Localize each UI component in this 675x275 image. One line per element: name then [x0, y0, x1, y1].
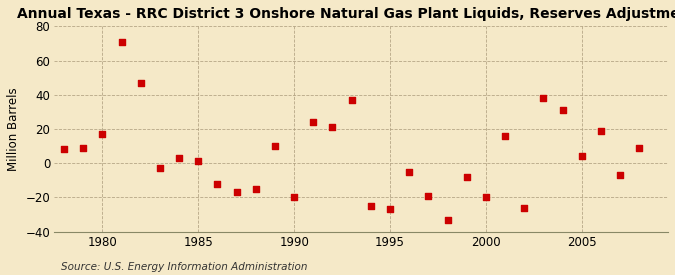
- Point: [615, 173, 626, 177]
- Point: [289, 195, 300, 200]
- Point: [404, 170, 414, 174]
- Point: [212, 182, 223, 186]
- Point: [423, 194, 434, 198]
- Point: [250, 187, 261, 191]
- Point: [173, 156, 184, 160]
- Point: [327, 125, 338, 130]
- Point: [385, 207, 396, 211]
- Text: Source: U.S. Energy Information Administration: Source: U.S. Energy Information Administ…: [61, 262, 307, 272]
- Point: [135, 81, 146, 85]
- Point: [269, 144, 280, 148]
- Y-axis label: Million Barrels: Million Barrels: [7, 87, 20, 171]
- Point: [78, 145, 88, 150]
- Point: [481, 195, 491, 200]
- Point: [576, 154, 587, 159]
- Point: [538, 96, 549, 100]
- Point: [232, 190, 242, 194]
- Point: [97, 132, 108, 136]
- Point: [116, 40, 127, 44]
- Point: [193, 159, 204, 164]
- Point: [595, 128, 606, 133]
- Point: [461, 175, 472, 179]
- Point: [557, 108, 568, 112]
- Point: [308, 120, 319, 124]
- Point: [519, 205, 530, 210]
- Point: [634, 145, 645, 150]
- Point: [500, 134, 510, 138]
- Point: [442, 218, 453, 222]
- Point: [365, 204, 376, 208]
- Point: [346, 98, 357, 102]
- Point: [155, 166, 165, 170]
- Title: Annual Texas - RRC District 3 Onshore Natural Gas Plant Liquids, Reserves Adjust: Annual Texas - RRC District 3 Onshore Na…: [18, 7, 675, 21]
- Point: [59, 147, 70, 152]
